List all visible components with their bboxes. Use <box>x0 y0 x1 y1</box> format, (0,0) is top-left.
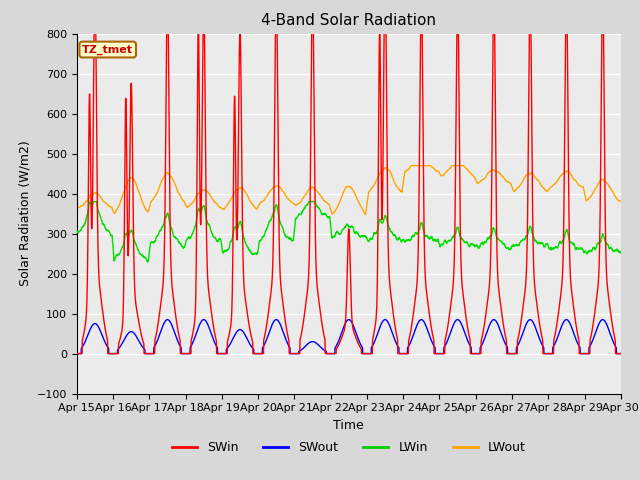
X-axis label: Time: Time <box>333 419 364 432</box>
Title: 4-Band Solar Radiation: 4-Band Solar Radiation <box>261 13 436 28</box>
Text: TZ_tmet: TZ_tmet <box>82 44 133 55</box>
Y-axis label: Solar Radiation (W/m2): Solar Radiation (W/m2) <box>18 141 31 287</box>
Legend: SWin, SWout, LWin, LWout: SWin, SWout, LWin, LWout <box>167 436 531 459</box>
